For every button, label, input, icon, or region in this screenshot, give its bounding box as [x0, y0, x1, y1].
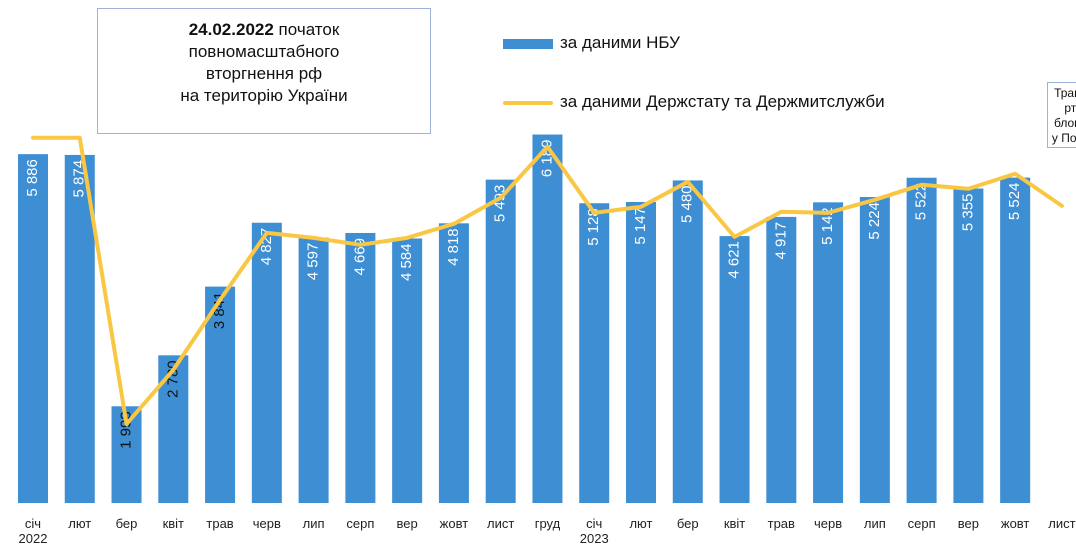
annotation-text: блокада	[1053, 116, 1076, 130]
annotation-date: 24.02.2022	[188, 20, 274, 39]
data-label: 5 128	[585, 208, 602, 246]
legend-swatch	[503, 101, 553, 105]
x-tick-label: бер	[115, 516, 138, 531]
x-tick-label: квіт	[162, 516, 184, 531]
data-label: 5 524	[1006, 183, 1023, 221]
data-label: 5 480	[679, 185, 696, 223]
x-tick-label: вер	[957, 516, 979, 531]
x-tick-label: січ 2023	[579, 516, 609, 546]
data-label: 4 597	[305, 243, 322, 281]
bar	[345, 232, 376, 503]
bar	[205, 286, 236, 503]
x-tick-label: серп	[346, 516, 375, 531]
x-tick-label: лют	[68, 516, 92, 531]
bar	[672, 180, 703, 504]
data-label: 4 669	[351, 238, 368, 276]
x-tick-label: черв	[813, 516, 843, 531]
data-label: 4 621	[726, 241, 743, 279]
data-label: 5 522	[913, 183, 930, 221]
x-tick-label: груд	[534, 516, 561, 531]
annotation-text: у Польщі	[1051, 131, 1076, 145]
data-label: 5 224	[866, 202, 883, 240]
annotation-text: ртна	[1064, 101, 1076, 115]
annotation-box: Транспо ртна блокада у Польщі	[1047, 82, 1076, 148]
data-label: 4 584	[398, 243, 415, 281]
x-tick-label: лют	[629, 516, 653, 531]
x-tick-label: трав	[767, 516, 795, 531]
bar	[17, 154, 48, 503]
line	[30, 135, 1064, 426]
x-tick-label: лист	[1048, 516, 1076, 531]
annotation-text: Транспо	[1054, 86, 1076, 100]
annotation-box: 24.02.2022 початок повномасштабного втор…	[97, 8, 431, 134]
x-tick-label: серп	[907, 516, 936, 531]
bar	[1000, 177, 1031, 504]
annotation-text: вторгнення рф	[205, 64, 323, 83]
x-tick-label: січ 2022	[18, 516, 48, 546]
annotation-text: повномасштабного	[188, 42, 340, 61]
bar	[485, 179, 516, 503]
data-label: 3 841	[211, 292, 228, 330]
bar	[579, 203, 610, 504]
bar	[906, 177, 937, 503]
bar	[859, 197, 890, 503]
x-tick-label: трав	[206, 516, 234, 531]
x-tick-label: квіт	[723, 516, 746, 531]
bar	[64, 154, 95, 503]
x-tick-label: жовт	[1000, 516, 1030, 531]
legend-label: за даними Держстату та Держмитслужби	[560, 92, 885, 111]
data-label: 4 917	[772, 222, 789, 260]
x-tick-label: жовт	[439, 516, 469, 531]
data-label: 4 818	[445, 228, 462, 266]
annotation-text: на територію України	[180, 86, 348, 105]
bar	[532, 134, 563, 504]
annotation-text: початок	[278, 20, 340, 39]
x-tick-label: бер	[676, 516, 699, 531]
bar	[766, 216, 797, 503]
annotation-line: 24.02.2022 початок	[98, 19, 430, 41]
data-label: 5 142	[819, 207, 836, 245]
bar	[392, 238, 423, 503]
data-label: 5 886	[24, 159, 41, 197]
bar	[719, 236, 750, 503]
x-tick-label: черв	[252, 516, 281, 531]
bar	[251, 222, 282, 504]
legend-label: за даними НБУ	[560, 33, 680, 52]
legend-swatch	[503, 39, 553, 49]
x-tick-label: лип	[302, 516, 325, 531]
data-label: 5 355	[959, 194, 976, 232]
bar	[438, 223, 469, 503]
x-tick-label: лист	[487, 516, 515, 531]
data-label: 5 147	[632, 207, 649, 245]
x-tick-label: лип	[863, 516, 886, 531]
bar	[813, 202, 844, 503]
bar	[625, 202, 656, 503]
x-tick-label: вер	[396, 516, 418, 531]
data-label: 2 780	[164, 360, 181, 398]
bar	[298, 237, 329, 504]
bar	[953, 188, 984, 503]
